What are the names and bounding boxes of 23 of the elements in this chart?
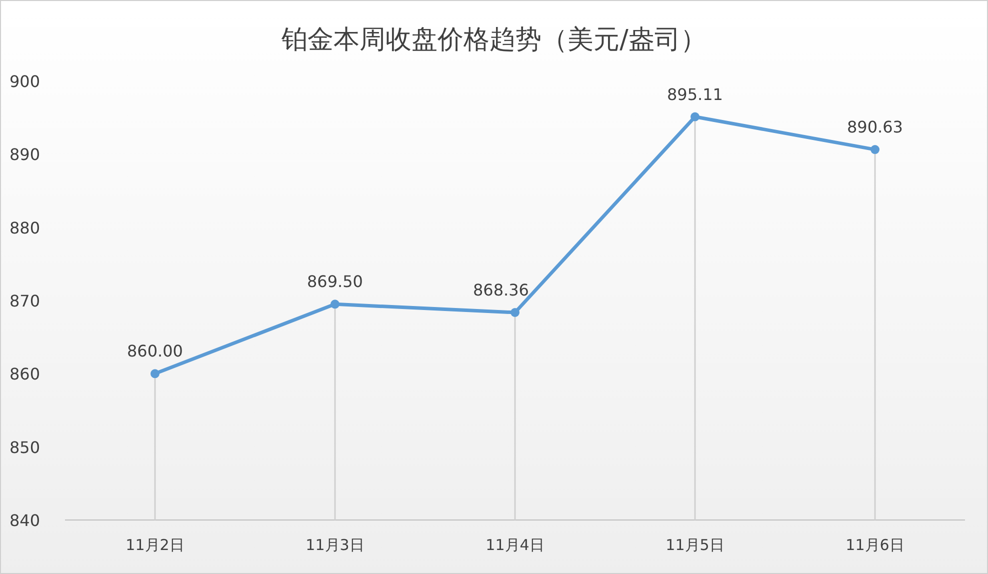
x-tick-label: 11月3日	[306, 536, 364, 554]
x-tick-label: 11月4日	[486, 536, 544, 554]
y-tick-label: 880	[9, 218, 40, 238]
data-label: 860.00	[127, 342, 183, 361]
data-label: 868.36	[473, 280, 529, 300]
y-tick-label: 890	[9, 145, 40, 164]
y-tick-label: 840	[9, 511, 40, 530]
x-tick-label: 11月6日	[846, 536, 904, 554]
data-label: 890.63	[847, 118, 903, 137]
point	[870, 145, 880, 154]
x-tick-label: 11月5日	[666, 536, 724, 554]
point	[150, 369, 160, 378]
y-tick-label: 860	[9, 364, 40, 384]
data-label: 869.50	[307, 272, 363, 292]
y-tick-label: 870	[9, 292, 40, 310]
chart-title: 铂金本周收盘价格趋势（美元/盎司）	[280, 25, 706, 55]
point	[330, 300, 340, 309]
y-tick-label: 850	[9, 438, 40, 457]
point	[690, 112, 700, 122]
x-tick-label: 11月2日	[126, 536, 184, 554]
y-tick-label: 900	[9, 72, 40, 91]
point	[510, 308, 520, 317]
data-label: 895.11	[667, 84, 723, 104]
